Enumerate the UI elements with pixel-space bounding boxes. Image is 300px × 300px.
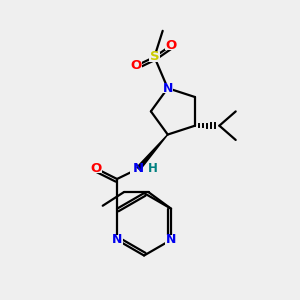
FancyBboxPatch shape — [149, 52, 160, 62]
FancyBboxPatch shape — [130, 61, 142, 70]
FancyBboxPatch shape — [111, 235, 123, 245]
FancyBboxPatch shape — [165, 41, 176, 50]
Text: O: O — [165, 39, 176, 52]
FancyBboxPatch shape — [162, 83, 173, 93]
Text: O: O — [91, 162, 102, 175]
Text: S: S — [149, 50, 159, 64]
Text: H: H — [148, 162, 158, 175]
FancyBboxPatch shape — [130, 164, 147, 174]
Polygon shape — [137, 134, 168, 170]
Text: N: N — [166, 233, 176, 246]
FancyBboxPatch shape — [165, 235, 177, 245]
Text: N: N — [112, 233, 122, 246]
FancyBboxPatch shape — [91, 164, 102, 173]
Text: O: O — [130, 59, 142, 72]
Text: N: N — [133, 162, 144, 175]
Text: N: N — [163, 82, 173, 95]
